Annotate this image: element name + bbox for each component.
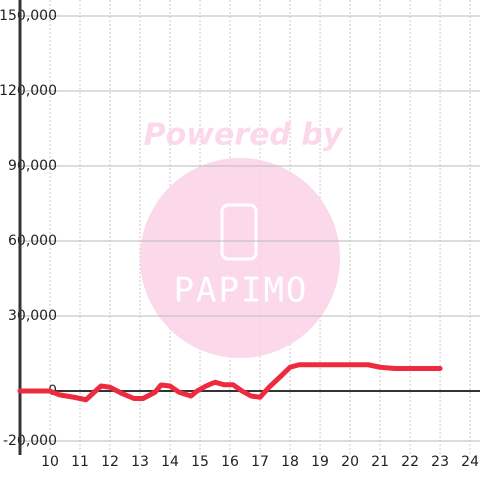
x-tick-label: 15 [191, 454, 209, 470]
x-tick-label: 12 [101, 454, 119, 470]
x-axis-band [0, 455, 480, 480]
y-tick-label: 90,000 [8, 158, 57, 174]
x-tick-label: 18 [281, 454, 299, 470]
x-tick-label: 19 [311, 454, 329, 470]
watermark-heading: Powered by [144, 118, 344, 153]
x-tick-label: 24 [461, 454, 479, 470]
y-tick-label: -20,000 [3, 433, 57, 449]
watermark-phone [220, 203, 258, 261]
x-tick-label: 14 [161, 454, 179, 470]
x-tick-label: 11 [71, 454, 89, 470]
x-tick-label: 22 [401, 454, 419, 470]
x-tick-label: 23 [431, 454, 449, 470]
x-tick-label: 10 [41, 454, 59, 470]
y-tick-label: 30,000 [8, 308, 57, 324]
y-tick-label: 150,000 [0, 8, 57, 24]
x-tick-label: 16 [221, 454, 239, 470]
x-tick-label: 17 [251, 454, 269, 470]
watermark-brand: PAPIMO [174, 271, 309, 311]
x-tick-label: 13 [131, 454, 149, 470]
data-line [17, 362, 443, 403]
x-tick-label: 20 [341, 454, 359, 470]
y-tick-label: 60,000 [8, 233, 57, 249]
x-tick-label: 21 [371, 454, 389, 470]
watermark: Powered by PAPIMO [140, 118, 344, 358]
y-tick-label: 120,000 [0, 83, 57, 99]
